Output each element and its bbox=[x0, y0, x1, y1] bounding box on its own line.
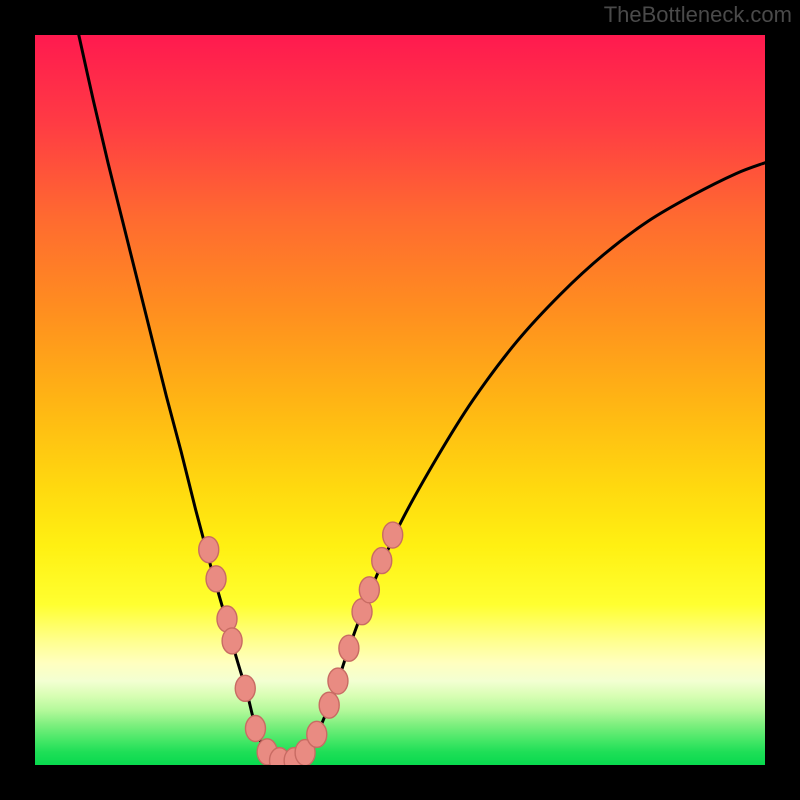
data-marker bbox=[372, 548, 392, 574]
data-marker bbox=[206, 566, 226, 592]
attribution-label: TheBottleneck.com bbox=[604, 2, 792, 28]
data-marker bbox=[359, 577, 379, 603]
chart-panel bbox=[35, 35, 765, 765]
data-marker bbox=[222, 628, 242, 654]
chart-frame: TheBottleneck.com bbox=[0, 0, 800, 800]
data-marker bbox=[328, 668, 348, 694]
data-marker bbox=[245, 716, 265, 742]
chart-svg bbox=[35, 35, 765, 765]
data-marker bbox=[307, 721, 327, 747]
data-marker bbox=[339, 635, 359, 661]
data-marker bbox=[199, 537, 219, 563]
data-marker bbox=[319, 692, 339, 718]
data-marker bbox=[235, 675, 255, 701]
gradient-background bbox=[35, 35, 765, 765]
data-marker bbox=[383, 522, 403, 548]
